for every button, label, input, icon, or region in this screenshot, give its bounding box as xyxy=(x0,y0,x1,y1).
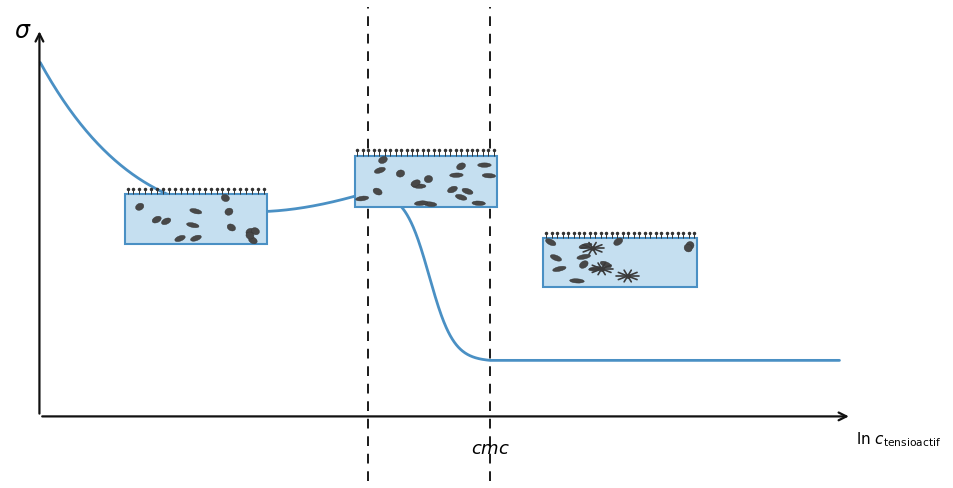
Bar xyxy=(542,238,697,287)
Ellipse shape xyxy=(251,227,259,235)
Ellipse shape xyxy=(187,223,199,228)
Text: $\mathrm{ln}\ \mathit{c}_{\mathrm{tensioactif}}$: $\mathrm{ln}\ \mathit{c}_{\mathrm{tensio… xyxy=(855,431,940,449)
Ellipse shape xyxy=(685,242,693,249)
Ellipse shape xyxy=(355,196,368,201)
Ellipse shape xyxy=(449,173,462,177)
Ellipse shape xyxy=(455,194,466,200)
Ellipse shape xyxy=(577,254,590,260)
Ellipse shape xyxy=(152,216,161,223)
Text: $\mathit{cmc}$: $\mathit{cmc}$ xyxy=(470,440,509,458)
Ellipse shape xyxy=(550,255,561,261)
Ellipse shape xyxy=(578,243,592,249)
Ellipse shape xyxy=(135,203,144,210)
Ellipse shape xyxy=(569,279,583,283)
Ellipse shape xyxy=(461,188,473,194)
Ellipse shape xyxy=(588,266,602,271)
Ellipse shape xyxy=(249,237,257,244)
Bar xyxy=(125,194,267,244)
Ellipse shape xyxy=(477,163,491,167)
Ellipse shape xyxy=(481,173,496,178)
Ellipse shape xyxy=(225,208,233,215)
Ellipse shape xyxy=(472,201,485,205)
Ellipse shape xyxy=(373,188,382,195)
Ellipse shape xyxy=(545,239,556,245)
Ellipse shape xyxy=(395,170,404,177)
Bar xyxy=(355,156,497,207)
Ellipse shape xyxy=(613,238,622,245)
Ellipse shape xyxy=(191,235,201,241)
Ellipse shape xyxy=(456,163,465,170)
Ellipse shape xyxy=(552,266,565,271)
Text: σ: σ xyxy=(14,19,29,42)
Ellipse shape xyxy=(683,244,692,252)
Ellipse shape xyxy=(411,180,419,186)
Ellipse shape xyxy=(412,184,425,188)
Ellipse shape xyxy=(246,232,253,239)
Ellipse shape xyxy=(246,228,253,236)
Ellipse shape xyxy=(227,224,235,231)
Ellipse shape xyxy=(378,157,387,163)
Ellipse shape xyxy=(161,218,171,224)
Ellipse shape xyxy=(578,261,587,268)
Ellipse shape xyxy=(447,186,456,193)
Ellipse shape xyxy=(424,176,432,183)
Ellipse shape xyxy=(174,235,185,242)
Ellipse shape xyxy=(190,208,201,214)
Ellipse shape xyxy=(423,202,436,206)
Ellipse shape xyxy=(599,261,611,268)
Ellipse shape xyxy=(414,201,427,205)
Ellipse shape xyxy=(221,194,229,202)
Ellipse shape xyxy=(374,167,385,173)
